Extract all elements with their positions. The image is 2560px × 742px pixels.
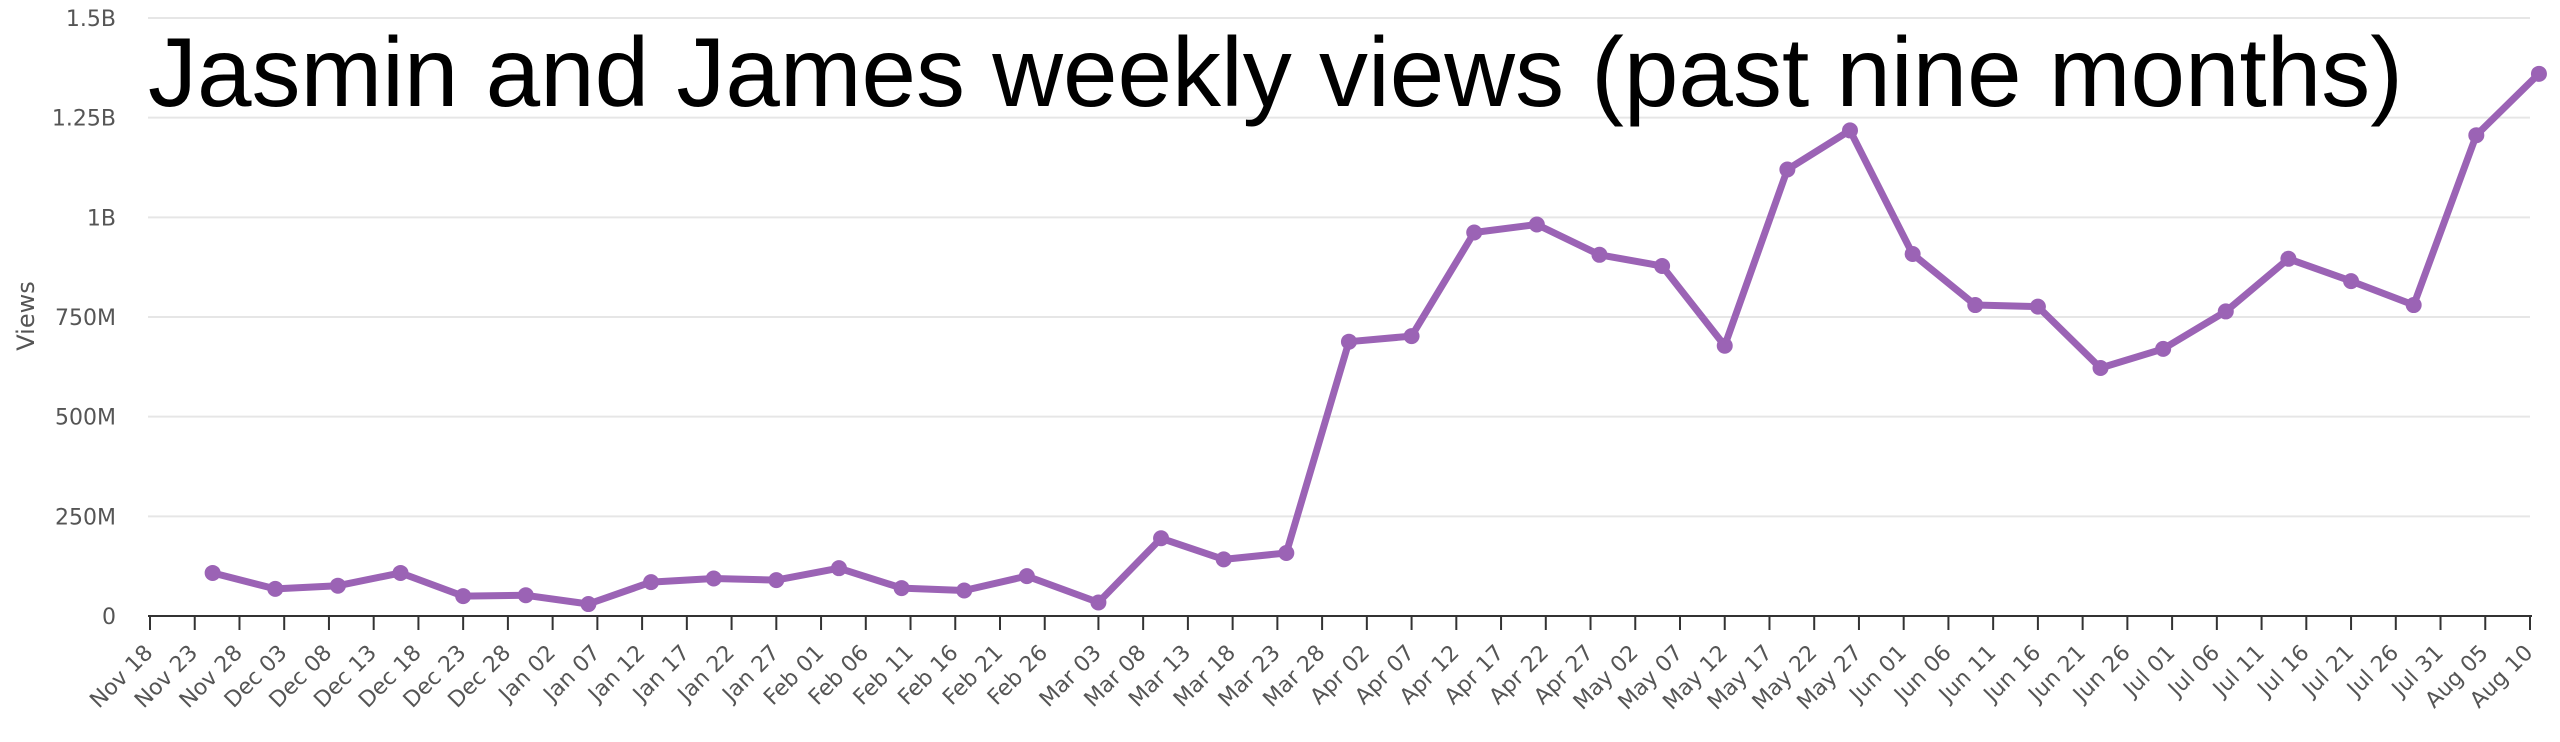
data-point[interactable] bbox=[392, 564, 409, 581]
data-point[interactable] bbox=[1842, 122, 1858, 139]
y-tick-label: 250M bbox=[55, 505, 116, 530]
series-views bbox=[204, 65, 2547, 613]
data-point[interactable] bbox=[1466, 224, 1483, 241]
data-point[interactable] bbox=[1403, 328, 1420, 345]
data-point[interactable] bbox=[956, 582, 973, 599]
y-axis-label: Views bbox=[12, 281, 40, 350]
data-point[interactable] bbox=[643, 574, 660, 591]
data-point[interactable] bbox=[580, 596, 597, 613]
data-point[interactable] bbox=[893, 580, 910, 597]
data-point[interactable] bbox=[1340, 333, 1357, 350]
data-point[interactable] bbox=[1591, 246, 1608, 263]
gridlines bbox=[148, 17, 2530, 518]
data-point[interactable] bbox=[2405, 297, 2422, 314]
data-point[interactable] bbox=[1654, 257, 1671, 274]
data-point[interactable] bbox=[2155, 340, 2172, 357]
data-point[interactable] bbox=[329, 577, 346, 594]
data-point[interactable] bbox=[2468, 127, 2485, 144]
series-line bbox=[209, 70, 2543, 608]
data-point[interactable] bbox=[1716, 337, 1733, 354]
data-point[interactable] bbox=[2530, 65, 2547, 82]
x-axis bbox=[148, 615, 2532, 630]
data-point[interactable] bbox=[517, 587, 534, 604]
data-point[interactable] bbox=[705, 570, 722, 587]
data-point[interactable] bbox=[1018, 568, 1035, 585]
chart-title: Jasmin and James weekly views (past nine… bbox=[148, 17, 2403, 127]
y-tick-label: 1B bbox=[87, 206, 116, 231]
data-point[interactable] bbox=[2343, 273, 2360, 290]
data-point[interactable] bbox=[1904, 246, 1921, 263]
y-tick-label: 0 bbox=[102, 605, 116, 630]
data-point[interactable] bbox=[768, 572, 785, 589]
data-point[interactable] bbox=[204, 564, 221, 581]
data-point[interactable] bbox=[1153, 530, 1170, 547]
y-axis-tick-labels: 0 250M 500M 750M 1B 1.25B 1.5B bbox=[52, 7, 116, 630]
data-point[interactable] bbox=[830, 560, 847, 577]
data-point[interactable] bbox=[2280, 250, 2297, 267]
data-point[interactable] bbox=[455, 588, 472, 605]
data-point[interactable] bbox=[1528, 216, 1545, 233]
data-point[interactable] bbox=[1090, 594, 1107, 611]
data-point[interactable] bbox=[2029, 298, 2046, 315]
data-point[interactable] bbox=[267, 580, 284, 597]
data-point[interactable] bbox=[2092, 360, 2109, 377]
data-point[interactable] bbox=[1278, 545, 1295, 562]
data-point[interactable] bbox=[2217, 303, 2234, 320]
y-tick-label: 500M bbox=[55, 406, 116, 431]
y-tick-label: 1.25B bbox=[52, 107, 116, 132]
y-tick-label: 1.5B bbox=[66, 7, 116, 32]
data-point[interactable] bbox=[1779, 161, 1796, 178]
y-tick-label: 750M bbox=[55, 306, 116, 331]
data-point[interactable] bbox=[1967, 297, 1984, 314]
data-point[interactable] bbox=[1215, 551, 1232, 568]
